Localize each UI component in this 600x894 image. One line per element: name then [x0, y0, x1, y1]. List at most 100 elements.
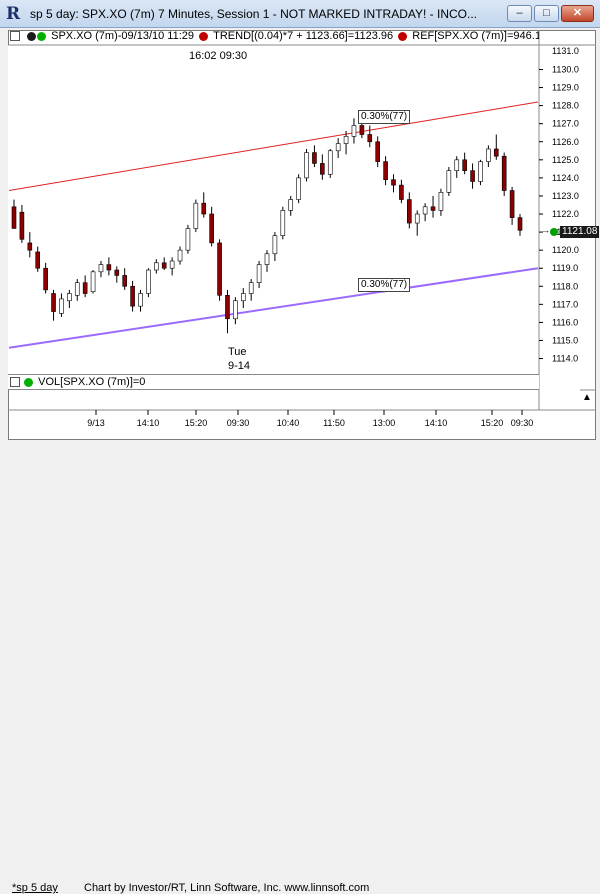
candle-body: [19, 211, 25, 240]
candle-body: [67, 293, 72, 302]
candle-body: [391, 179, 396, 186]
x-tick-label: 9/13: [87, 418, 105, 428]
y-tick-label: 1118.0: [552, 281, 578, 291]
y-tick-label: 1130.0: [552, 64, 579, 74]
volume-toggle-icon[interactable]: [10, 377, 20, 388]
candle-body: [351, 125, 357, 137]
candle-body: [90, 271, 96, 293]
candle-body: [51, 293, 56, 312]
y-tick-label: 1120.0: [552, 245, 579, 255]
candle-body: [169, 260, 175, 269]
y-tick-label: 1127.0: [552, 119, 579, 129]
candle-body: [74, 282, 80, 296]
x-tick-label: 10:40: [277, 418, 300, 428]
y-tick-label: 1116.0: [552, 317, 578, 327]
candle-body: [27, 242, 33, 251]
current-price-label: 1121.08: [560, 226, 600, 238]
legend-trend[interactable]: TREND[(0.04)*7 + 1123.66]=1123.96: [213, 30, 394, 43]
x-tick-label: 09:30: [227, 418, 250, 428]
date-label: 9-14: [228, 360, 251, 372]
candle-body: [161, 262, 167, 269]
candle-body: [59, 298, 64, 314]
window-title: sp 5 day: SPX.XO (7m) 7 Minutes, Session…: [30, 7, 478, 21]
candle-body: [98, 264, 104, 273]
candle-body: [233, 300, 238, 320]
scroll-up-icon[interactable]: ▲: [582, 392, 592, 403]
upper-trend-line: [8, 101, 539, 192]
y-tick-label: 1125.0: [552, 155, 579, 165]
candle-body: [256, 264, 262, 283]
candle-body: [478, 161, 483, 182]
price-chart[interactable]: 1130.0 1129.0 1128.0 1127.0 1126.0 1125.0 1124…: [0, 0, 600, 464]
candle-body: [193, 202, 199, 229]
y-tick-label: 1117.0: [552, 299, 578, 309]
candle-body: [367, 134, 373, 143]
candle-body: [501, 155, 507, 191]
candle-body: [438, 192, 444, 211]
candle-body: [82, 282, 88, 294]
candle-body: [304, 152, 309, 179]
candle-body: [422, 206, 428, 215]
day-label: Tue: [228, 346, 247, 358]
candle-body: [138, 293, 143, 307]
candle-body: [493, 148, 499, 157]
close-button[interactable]: ✕: [561, 5, 594, 22]
volume-label[interactable]: VOL[SPX.XO (7m)]=0: [38, 376, 146, 388]
volume-panel-header: VOL[SPX.XO (7m)]=0: [8, 374, 539, 390]
symbol-status-icon: [37, 31, 47, 41]
title-bar: R sp 5 day: SPX.XO (7m) 7 Minutes, Sessi…: [0, 0, 600, 28]
candle-body: [114, 269, 120, 276]
candle-body: [486, 148, 491, 162]
x-tick-label: 15:20: [185, 418, 208, 428]
app-logo-icon: R: [6, 4, 21, 24]
panel-toggle-icon[interactable]: [10, 31, 20, 42]
chart-tab[interactable]: *sp 5 day: [12, 882, 58, 894]
price-arrow-icon: →: [541, 225, 550, 235]
trend-dot-icon: [199, 31, 209, 41]
candle-body: [177, 249, 183, 262]
session-time-label: 16:02 09:30: [189, 50, 248, 62]
lower-channel-label: 0.30%(77): [358, 278, 411, 292]
x-tick-label: 14:10: [137, 418, 160, 428]
candle-body: [462, 159, 467, 171]
restore-button[interactable]: □: [534, 5, 559, 22]
candle-body: [407, 199, 412, 224]
x-tick-label: 11:50: [323, 418, 345, 428]
candle-body: [470, 170, 475, 182]
y-tick-label: 1122.0: [552, 209, 579, 219]
y-tick-label: 1123.0: [552, 191, 579, 201]
candle-body: [509, 190, 515, 218]
status-bar: *sp 5 day Chart by Investor/RT, Linn Sof…: [0, 440, 600, 894]
candle-body: [130, 285, 135, 307]
ref-dot-icon: [398, 31, 408, 41]
candle-body: [240, 293, 246, 302]
minimize-button[interactable]: –: [507, 5, 532, 22]
symbol-dot-icon: [27, 31, 37, 41]
candle-body: [288, 199, 294, 211]
x-tick-label: 15:20: [481, 418, 504, 428]
legend-ref[interactable]: REF[SPX.XO (7m)]=946.16: [412, 30, 539, 43]
price-dot-icon: [550, 228, 558, 236]
candle-body: [225, 295, 230, 320]
candle-body: [264, 253, 270, 265]
candle-body: [320, 163, 325, 175]
candle-body: [335, 143, 341, 152]
candle-body: [146, 269, 151, 294]
y-tick-label: 1119.0: [552, 263, 578, 273]
candle-body: [11, 206, 17, 229]
candle-body: [375, 141, 380, 162]
candle-body: [343, 136, 349, 144]
y-tick-label: 1114.0: [552, 354, 578, 364]
candle-body: [154, 262, 159, 271]
current-price-marker: → 1121.08: [541, 225, 600, 238]
legend-symbol[interactable]: SPX.XO (7m)-09/13/10 11:29: [51, 30, 194, 43]
candle-body: [312, 152, 317, 164]
upper-channel-label: 0.30%(77): [358, 110, 411, 124]
y-tick-label: 1115.0: [552, 335, 578, 345]
candle-body: [446, 170, 452, 193]
candle-body: [272, 235, 278, 255]
candle-body: [209, 213, 214, 244]
candle-body: [359, 125, 365, 135]
credit-text: Chart by Investor/RT, Linn Software, Inc…: [84, 882, 370, 894]
candle-body: [430, 206, 436, 211]
